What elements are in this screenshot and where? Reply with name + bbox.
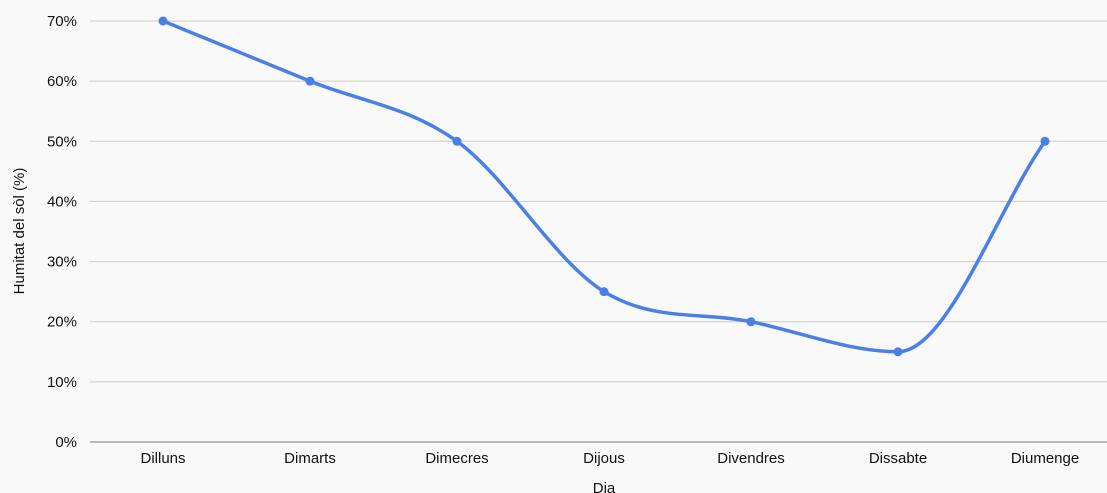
data-point — [893, 347, 903, 357]
series-line — [161, 19, 1047, 354]
y-tick-label: 60% — [47, 73, 77, 90]
x-tick-label: Dimecres — [425, 450, 488, 467]
y-tick-label: 30% — [47, 254, 77, 271]
series-layer — [161, 19, 1047, 354]
x-axis-title: Dia — [593, 480, 616, 493]
data-point — [305, 76, 315, 86]
y-axis-ticks: 0% 10% 20% 30% 40% 50% 60% 70% — [47, 13, 77, 451]
y-tick-label: 40% — [47, 193, 77, 210]
y-tick-label: 20% — [47, 314, 77, 331]
y-tick-label: 50% — [47, 133, 77, 150]
data-point — [452, 136, 462, 146]
x-tick-label: Dilluns — [140, 450, 185, 467]
x-tick-label: Divendres — [717, 450, 785, 467]
y-axis-title: Humitat del sòl (%) — [11, 168, 28, 295]
data-point — [1040, 136, 1050, 146]
data-point — [599, 287, 609, 297]
y-tick-label: 70% — [47, 13, 77, 30]
x-tick-label: Dimarts — [284, 450, 336, 467]
data-point — [158, 16, 168, 26]
x-tick-label: Diumenge — [1011, 450, 1079, 467]
gridlines — [90, 20, 1107, 383]
x-axis-ticks: Dilluns Dimarts Dimecres Dijous Divendres Dis… — [140, 450, 1079, 467]
data-point — [746, 317, 756, 327]
x-tick-label: Dijous — [583, 450, 625, 467]
x-tick-label: Dissabte — [869, 450, 927, 467]
y-tick-label: 0% — [55, 434, 77, 451]
y-tick-label: 10% — [47, 374, 77, 391]
data-points — [158, 16, 1050, 357]
